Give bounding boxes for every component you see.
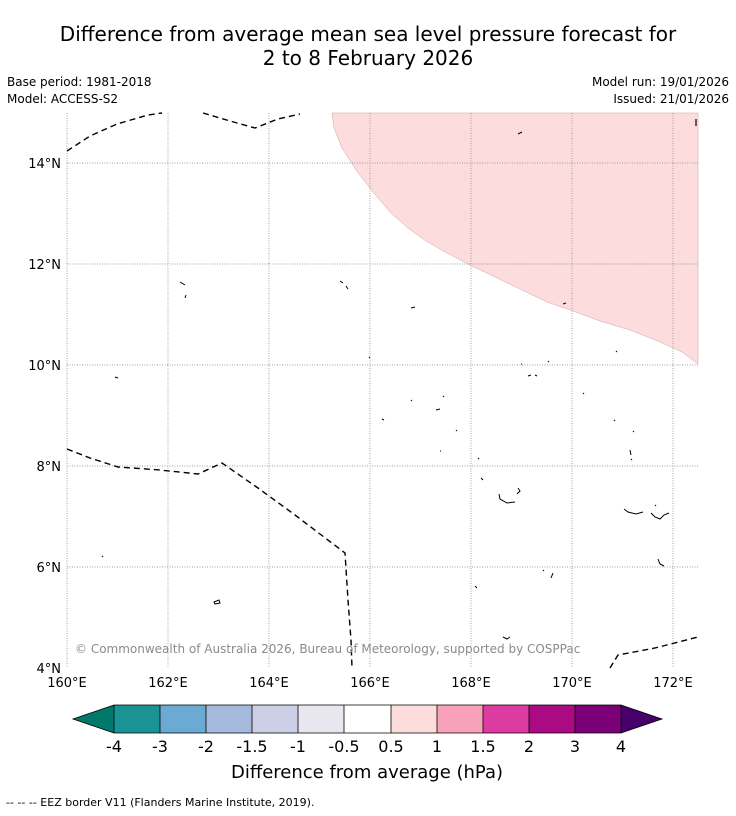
colorbar-upper-extension <box>621 705 662 733</box>
island-15 <box>650 504 670 520</box>
eez-legend: -- -- -- EEZ border V11 (Flanders Marine… <box>6 796 315 809</box>
colorbar-tick: 3 <box>570 737 580 756</box>
colorbar-swatch <box>483 705 529 733</box>
island-14 <box>623 508 644 515</box>
lon-label-172: 172°E <box>653 676 693 691</box>
model-run: Model run: 19/01/2026 <box>591 75 729 89</box>
lat-label-12: 12°N <box>28 258 61 273</box>
map-area: © Commonwealth of Australia 2026, Bureau… <box>66 112 699 669</box>
colorbar-tick: 1 <box>432 737 442 756</box>
colorbar-swatch <box>206 705 252 733</box>
issued-date: Issued: 21/01/2026 <box>613 92 729 106</box>
colorbar-tick: 0.5 <box>378 737 403 756</box>
eez-border-north <box>66 112 301 152</box>
colorbar-swatch <box>160 705 206 733</box>
island-13 <box>498 493 516 504</box>
island-18 <box>542 569 554 579</box>
lat-label-10: 10°N <box>28 359 61 374</box>
island-19 <box>474 585 478 589</box>
colorbar-tick: -1.5 <box>236 737 267 756</box>
island-21 <box>502 636 511 640</box>
colorbar-lower-extension <box>73 705 114 733</box>
colorbar-tick: -3 <box>152 737 168 756</box>
island-5 <box>562 302 567 305</box>
lon-label-164: 164°E <box>249 676 289 691</box>
island-marshall-1 <box>517 131 523 135</box>
colorbar-swatch <box>114 705 160 733</box>
colorbar-tick: 4 <box>616 737 626 756</box>
colorbar-swatch <box>344 705 391 733</box>
colorbar-label: Difference from average (hPa) <box>231 762 503 783</box>
chart-title: Difference from average mean sea level p… <box>0 22 736 70</box>
island-20 <box>213 599 221 605</box>
meta-right: Model run: 19/01/2026 Issued: 21/01/2026 <box>592 74 729 108</box>
eez-border-mid <box>66 448 353 669</box>
copyright-text: © Commonwealth of Australia 2026, Bureau… <box>75 642 580 656</box>
lon-label-160: 160°E <box>47 676 87 691</box>
lat-label-8: 8°N <box>37 460 62 475</box>
colorbar-swatch <box>391 705 437 733</box>
island-3 <box>339 280 349 290</box>
eez-borders <box>66 112 699 669</box>
lat-label-4: 4°N <box>37 662 62 677</box>
colorbar-swatch <box>437 705 483 733</box>
colorbar-dividers <box>113 705 622 733</box>
lat-label-14: 14°N <box>28 157 61 172</box>
lon-label-166: 166°E <box>350 676 390 691</box>
island-9 <box>410 392 585 402</box>
island-8 <box>527 374 538 377</box>
colorbar-swatch <box>575 705 621 733</box>
colorbar-tick: -0.5 <box>328 737 359 756</box>
island-12 <box>480 477 521 495</box>
gridlines <box>67 113 698 668</box>
colorbar-tick: 2 <box>524 737 534 756</box>
colorbar-tick: -2 <box>198 737 214 756</box>
lat-label-6: 6°N <box>37 561 62 576</box>
colorbar-tick: -1 <box>290 737 306 756</box>
axis-labels: 14°N 12°N 10°N 8°N 6°N 4°N 160°E 162°E 1… <box>28 157 693 691</box>
island-16 <box>101 555 104 558</box>
colorbar-ticks: -4 -3 -2 -1.5 -1 -0.5 0.5 1 1.5 2 3 4 <box>106 737 626 756</box>
island-11 <box>440 449 633 461</box>
colorbar-swatch <box>298 705 344 733</box>
lon-label-170: 170°E <box>552 676 592 691</box>
model-name: Model: ACCESS-S2 <box>7 92 119 106</box>
island-6 <box>368 350 618 365</box>
colorbar-tick: 1.5 <box>470 737 495 756</box>
colorbar: -4 -3 -2 -1.5 -1 -0.5 0.5 1 1.5 2 3 4 Di… <box>71 704 664 783</box>
eez-border-south-east <box>609 636 699 669</box>
island-17 <box>657 558 665 567</box>
island-7 <box>114 376 119 379</box>
lon-label-168: 168°E <box>451 676 491 691</box>
colorbar-swatch <box>529 705 575 733</box>
island-2 <box>179 281 187 299</box>
title-line-2: 2 to 8 February 2026 <box>262 46 474 70</box>
islands <box>101 131 670 640</box>
title-line-1: Difference from average mean sea level p… <box>59 22 677 46</box>
anomaly-region-positive <box>331 112 699 365</box>
meta-left: Base period: 1981-2018 Model: ACCESS-S2 <box>7 74 152 108</box>
island-10 <box>381 408 635 433</box>
base-period: Base period: 1981-2018 <box>7 75 152 89</box>
island-4 <box>410 306 416 309</box>
colorbar-tick: -4 <box>106 737 122 756</box>
lon-label-162: 162°E <box>148 676 188 691</box>
colorbar-swatch <box>252 705 298 733</box>
